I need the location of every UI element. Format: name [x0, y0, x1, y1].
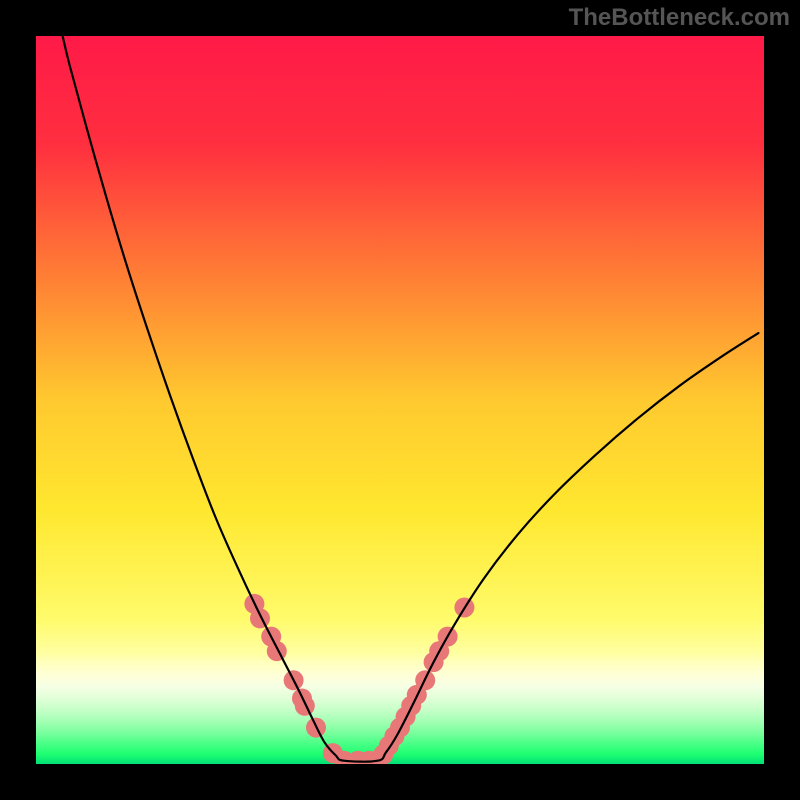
gradient-background [36, 36, 764, 764]
data-dot [250, 608, 270, 628]
watermark-text: TheBottleneck.com [569, 4, 790, 32]
data-dot [295, 696, 315, 716]
bottleneck-chart [0, 0, 800, 800]
data-dot [267, 641, 287, 661]
chart-container: TheBottleneck.com [0, 0, 800, 800]
